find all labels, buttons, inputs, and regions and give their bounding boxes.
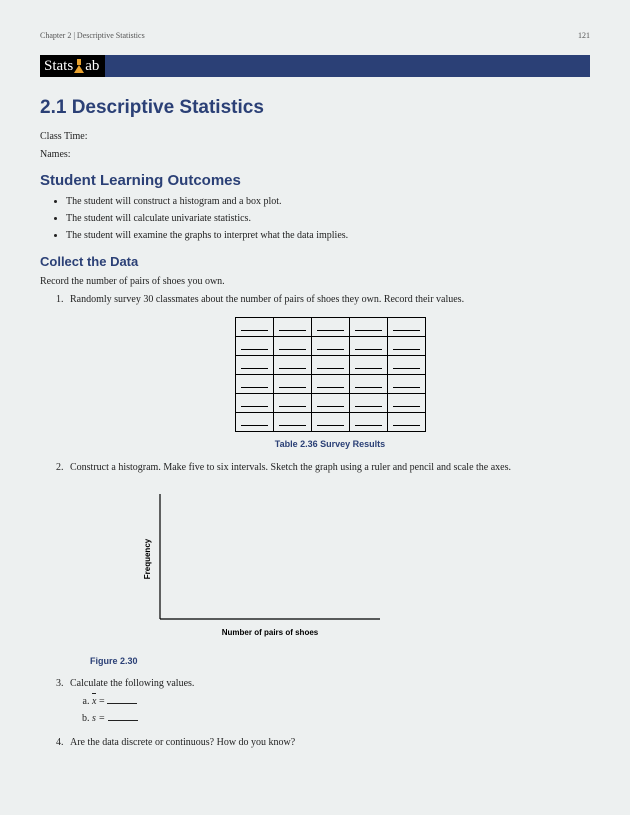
step-4-text: Are the data discrete or continuous? How… [70, 737, 295, 748]
eq-sign: = [96, 696, 107, 707]
xbar-symbol: x [92, 695, 96, 709]
stats-lab-banner: Stats ab [40, 55, 590, 77]
blank-line [108, 720, 138, 721]
step-1: Randomly survey 30 classmates about the … [66, 293, 590, 451]
banner-text-stats: Stats [44, 56, 73, 77]
names-label: Names: [40, 148, 590, 162]
outcomes-list: The student will construct a histogram a… [40, 195, 590, 243]
outcome-item: The student will calculate univariate st… [66, 212, 590, 226]
calc-s: s = [92, 712, 590, 726]
banner-content: Stats ab [40, 55, 105, 77]
calc-xbar: x = [92, 695, 590, 709]
step-4: Are the data discrete or continuous? How… [66, 736, 590, 750]
survey-table-wrap: Table 2.36 Survey Results [70, 317, 590, 451]
collect-intro: Record the number of pairs of shoes you … [40, 275, 590, 289]
step-3-text: Calculate the following values. [70, 678, 194, 689]
figure-caption: Figure 2.30 [90, 655, 590, 668]
s-label: s = [92, 713, 108, 724]
step-3: Calculate the following values. x = s = [66, 677, 590, 726]
class-time-label: Class Time: [40, 130, 590, 144]
collect-heading: Collect the Data [40, 253, 590, 271]
steps-list: Randomly survey 30 classmates about the … [40, 293, 590, 750]
outcome-item: The student will construct a histogram a… [66, 195, 590, 209]
step-1-text: Randomly survey 30 classmates about the … [70, 294, 464, 305]
x-axis-label: Number of pairs of shoes [222, 628, 319, 637]
header-left: Chapter 2 | Descriptive Statistics [40, 30, 145, 41]
y-axis-label: Frequency [143, 538, 152, 579]
table-caption: Table 2.36 Survey Results [70, 438, 590, 451]
survey-table [235, 317, 426, 432]
outcomes-heading: Student Learning Outcomes [40, 170, 590, 191]
histogram-axes: Frequency Number of pairs of shoes [130, 489, 590, 649]
header-right: 121 [578, 30, 590, 41]
blank-line [107, 703, 137, 704]
page-title: 2.1 Descriptive Statistics [40, 95, 590, 122]
page-header: Chapter 2 | Descriptive Statistics 121 [40, 30, 590, 41]
calc-list: x = s = [70, 695, 590, 726]
step-2: Construct a histogram. Make five to six … [66, 461, 590, 668]
step-2-text: Construct a histogram. Make five to six … [70, 462, 511, 473]
banner-text-ab: ab [85, 56, 99, 77]
outcome-item: The student will examine the graphs to i… [66, 229, 590, 243]
histogram-svg: Frequency Number of pairs of shoes [130, 489, 410, 649]
flask-icon [74, 59, 84, 73]
